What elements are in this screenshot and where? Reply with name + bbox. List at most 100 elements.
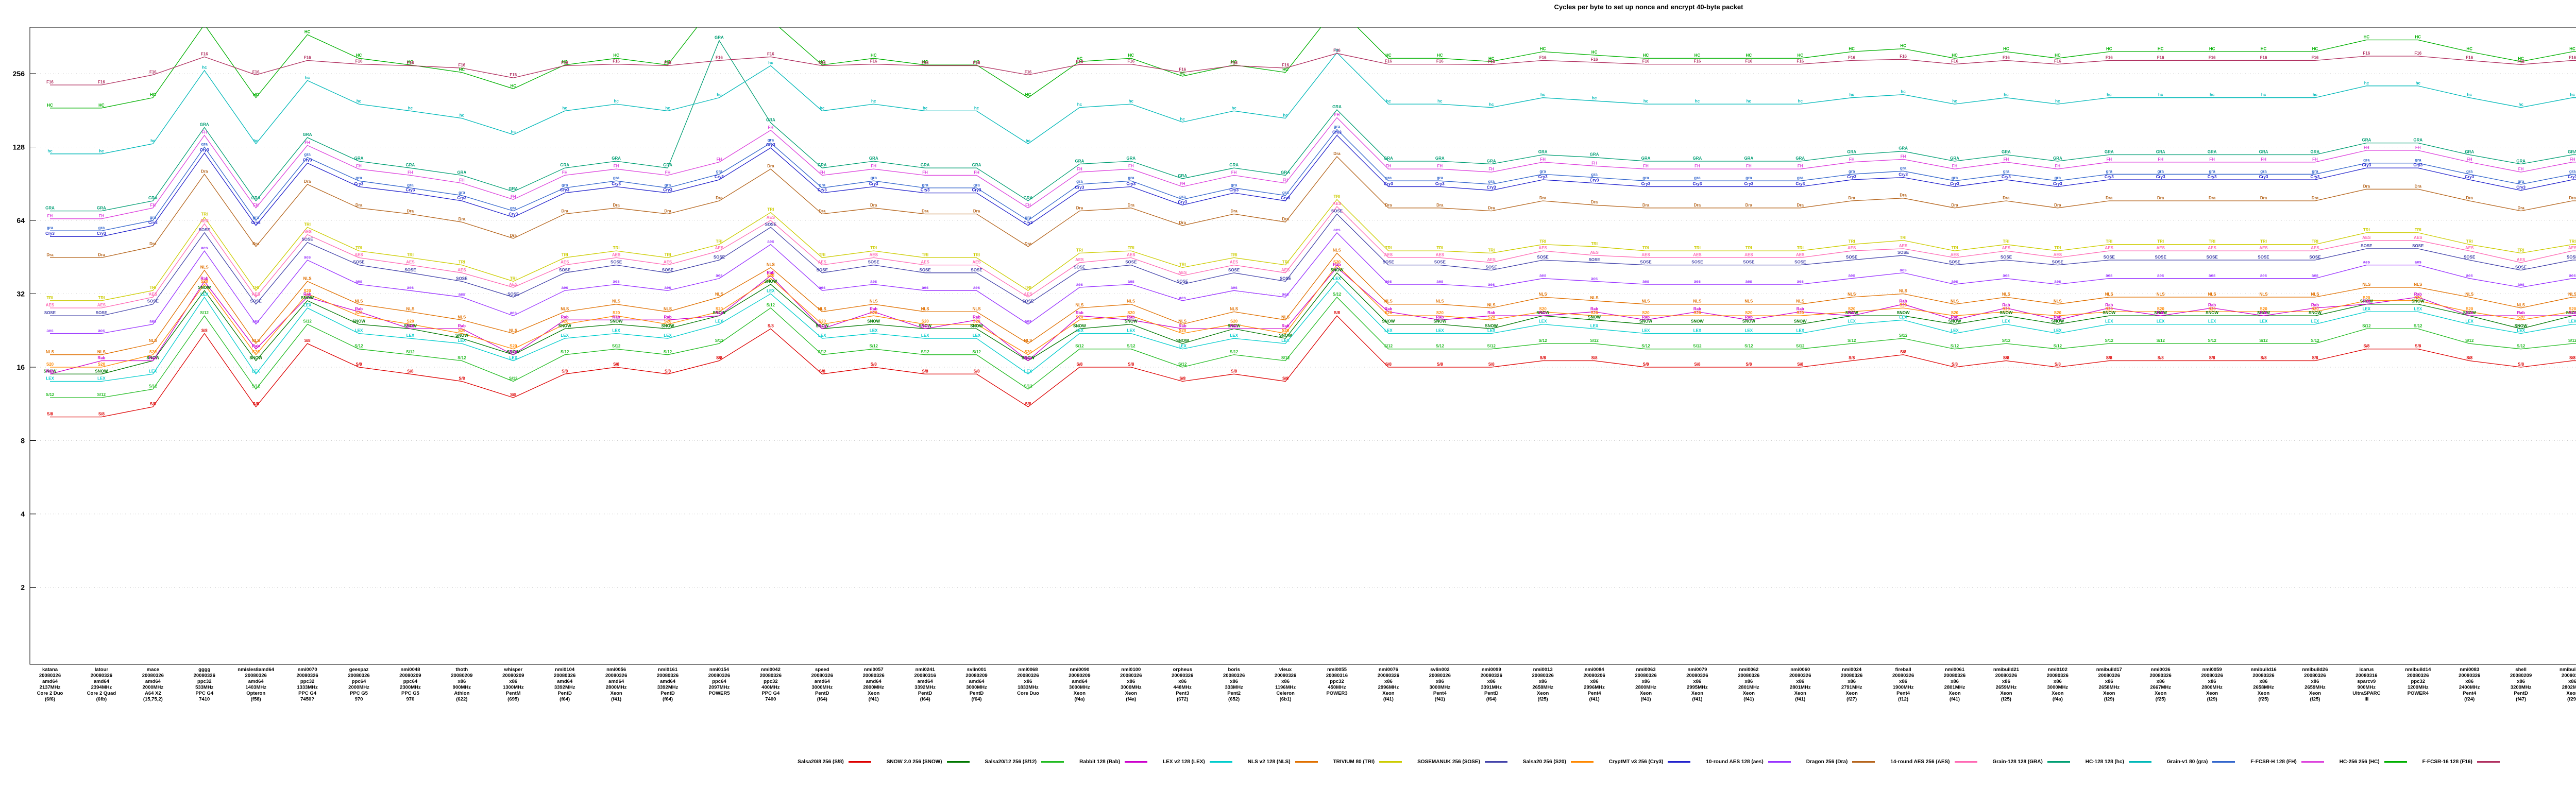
point-label-AES: AES (1333, 201, 1342, 206)
point-label-aes: aes (1385, 279, 1392, 284)
point-label-F16: F16 (1848, 55, 1855, 60)
point-label-gra: gra (1076, 179, 1083, 184)
point-label-S20: S20 (1127, 311, 1135, 315)
point-label-S20: S20 (406, 319, 414, 324)
point-label-SOSE: SOSE (1280, 276, 1292, 281)
point-label-FH: FH (614, 164, 619, 168)
point-label-LEX: LEX (2054, 329, 2062, 333)
point-label-LEX: LEX (818, 333, 826, 338)
point-label-HC: HC (1900, 44, 1906, 48)
point-label-hc: hc (1026, 139, 1031, 143)
legend-label-F16: F-FCSR-16 128 (F16) (2422, 759, 2472, 765)
point-label-AES: AES (1281, 268, 1290, 272)
point-label-LEX: LEX (149, 369, 157, 373)
point-label-HC: HC (1025, 93, 1031, 97)
point-label-GRA: GRA (45, 206, 55, 211)
point-label-HC: HC (2055, 53, 2061, 58)
point-label-gra: gra (768, 138, 774, 143)
point-label-AES: AES (921, 260, 929, 265)
point-label-S/12: S/12 (1487, 344, 1496, 349)
point-label-LEX: LEX (1642, 329, 1650, 333)
point-label-F16: F16 (458, 63, 465, 67)
point-label-gra: gra (1642, 176, 1649, 180)
point-label-HC: HC (2569, 46, 2575, 51)
point-label-GRA: GRA (663, 163, 672, 167)
point-label-Dra: Dra (664, 209, 671, 214)
point-label-FH: FH (47, 214, 53, 218)
point-label-Dra: Dra (2466, 196, 2473, 200)
point-label-S/12: S/12 (2002, 338, 2011, 343)
point-label-F16: F16 (1642, 59, 1650, 64)
point-label-GRA: GRA (2259, 149, 2268, 154)
point-label-gra: gra (510, 206, 517, 211)
point-label-hc: hc (2107, 93, 2112, 97)
legend-swatch-GRA (2047, 761, 2070, 763)
point-label-TRI: TRI (1694, 246, 1701, 250)
point-label-GRA: GRA (1384, 156, 1393, 161)
point-label-S/12: S/12 (1538, 338, 1547, 343)
point-label-gra: gra (2003, 169, 2010, 174)
point-label-F16: F16 (2054, 59, 2061, 64)
point-label-GRA: GRA (251, 196, 261, 200)
x-label-geespaz: geespaz 20080326 ppc64 2000MHz PPC G5 970 (348, 667, 369, 702)
point-label-hc: hc (1180, 117, 1185, 122)
point-label-Cry3: Cry3 (1744, 182, 1753, 186)
point-label-gra: gra (1437, 176, 1444, 180)
point-label-LEX: LEX (1281, 338, 1290, 343)
point-label-LEX: LEX (1951, 329, 1959, 333)
point-label-SNOW: SNOW (2103, 311, 2115, 315)
point-label-TRI: TRI (1539, 239, 1546, 244)
point-label-S/8: S/8 (2363, 344, 2370, 349)
point-label-gra: gra (2260, 169, 2267, 174)
point-label-S20: S20 (2003, 306, 2010, 311)
point-label-aes: aes (1128, 279, 1135, 284)
point-label-SNOW: SNOW (1742, 319, 1755, 324)
point-label-AES: AES (2054, 252, 2062, 257)
point-label-NLS: NLS (818, 306, 827, 311)
point-label-S/8: S/8 (2312, 356, 2318, 360)
legend-label-NLS: NLS v2 128 (NLS) (1247, 759, 1291, 765)
x-label-nmi0100: nmi0100 20080326 x86 3000MHz Xeon (f4a) (1120, 667, 1142, 702)
point-label-aes: aes (252, 319, 260, 324)
point-label-FH: FH (2004, 157, 2009, 162)
point-label-Cry3: Cry3 (406, 188, 415, 193)
point-label-SNOW: SNOW (198, 285, 211, 290)
point-label-gra: gra (150, 215, 157, 220)
point-label-Rab: Rab (1693, 306, 1701, 311)
series-line-hc (50, 52, 2576, 154)
point-label-LEX: LEX (1796, 329, 1804, 333)
legend-label-aes: 10-round AES 128 (aes) (1706, 759, 1764, 765)
point-label-Rab: Rab (458, 323, 466, 328)
point-label-AES: AES (97, 303, 106, 307)
point-label-Dra: Dra (2569, 196, 2576, 200)
point-label-Rab: Rab (2260, 311, 2267, 315)
point-label-SNOW: SNOW (1279, 333, 1292, 338)
point-label-Dra: Dra (2157, 196, 2164, 200)
point-label-Cry3: Cry3 (921, 188, 930, 193)
point-label-AES: AES (2105, 246, 2114, 250)
point-label-LEX: LEX (767, 289, 775, 294)
point-label-S/8: S/8 (201, 329, 208, 333)
point-label-gra: gra (2363, 158, 2370, 163)
point-label-NLS: NLS (2002, 292, 2011, 297)
series-line-S/12 (50, 297, 2576, 398)
point-label-AES: AES (1436, 252, 1445, 257)
x-label-nmi0042: nmi0042 20080326 ppc32 400MHz PPC G4 7400 (760, 667, 782, 702)
point-label-F16: F16 (1127, 59, 1134, 64)
point-label-GRA: GRA (1281, 170, 1290, 175)
point-label-TRI: TRI (767, 208, 774, 212)
point-label-Rab: Rab (2208, 303, 2216, 307)
legend-item-SNOW: SNOW 2.0 256 (SNOW) (887, 759, 970, 765)
point-label-Dra: Dra (1539, 196, 1547, 200)
point-label-TRI: TRI (252, 285, 259, 290)
point-label-Rab: Rab (1848, 311, 1856, 315)
point-label-LEX: LEX (1127, 329, 1136, 333)
point-label-S/8: S/8 (2106, 356, 2113, 360)
point-label-F16: F16 (510, 73, 517, 77)
x-label-nmi0013: nmi0013 20080326 x86 2658MHz Xeon (f25) (1532, 667, 1554, 702)
point-label-HC: HC (1952, 53, 1958, 58)
point-label-FH: FH (1901, 154, 1906, 159)
point-label-NLS: NLS (1642, 299, 1651, 304)
y-tick-label: 128 (13, 143, 25, 151)
point-label-S/8: S/8 (1437, 362, 1444, 367)
